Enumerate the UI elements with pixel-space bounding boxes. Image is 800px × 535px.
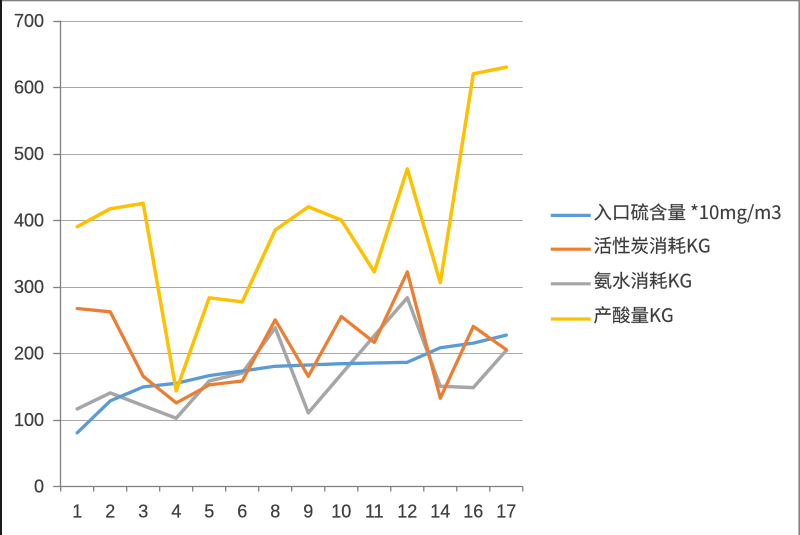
svg-text:100: 100	[14, 410, 44, 430]
svg-text:200: 200	[14, 343, 44, 363]
svg-text:8: 8	[270, 502, 280, 522]
svg-text:14: 14	[430, 502, 450, 522]
svg-text:10: 10	[331, 502, 351, 522]
svg-text:17: 17	[496, 502, 516, 522]
svg-text:9: 9	[303, 502, 313, 522]
svg-text:11: 11	[365, 502, 384, 522]
svg-text:12: 12	[397, 502, 417, 522]
svg-text:500: 500	[14, 144, 44, 164]
svg-text:2: 2	[105, 502, 115, 522]
svg-text:600: 600	[14, 77, 44, 97]
svg-text:3: 3	[138, 502, 148, 522]
svg-text:5: 5	[204, 502, 214, 522]
svg-text:0: 0	[34, 476, 44, 496]
svg-text:1: 1	[72, 502, 82, 522]
svg-text:400: 400	[14, 210, 44, 230]
svg-text:300: 300	[14, 277, 44, 297]
svg-text:6: 6	[237, 502, 247, 522]
svg-text:16: 16	[463, 502, 483, 522]
svg-text:4: 4	[171, 502, 181, 522]
svg-text:700: 700	[14, 11, 44, 31]
